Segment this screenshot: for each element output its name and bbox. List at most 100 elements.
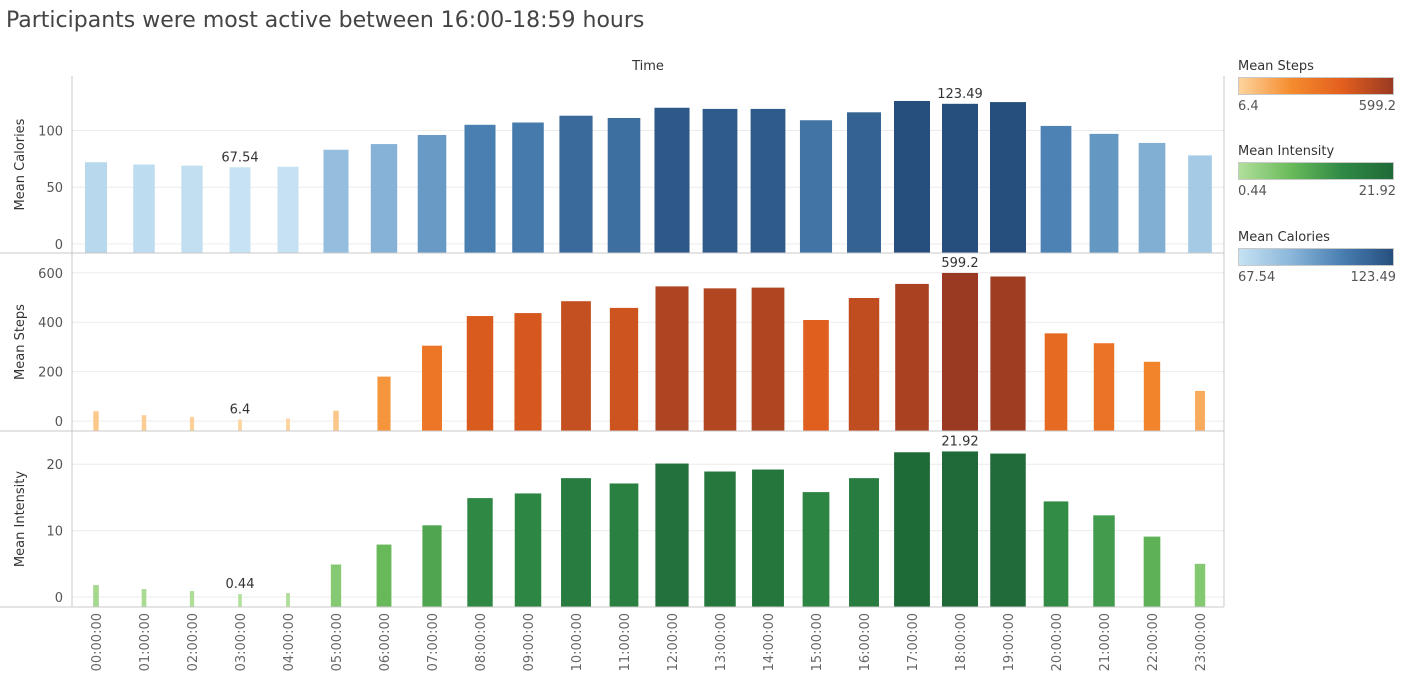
- bar: [466, 316, 494, 431]
- x-tick-label: 20:00:00: [1050, 613, 1065, 671]
- bar: [238, 594, 242, 607]
- x-tick-label: 16:00:00: [858, 613, 873, 671]
- bar: [703, 288, 737, 431]
- bar: [609, 307, 639, 431]
- bar: [286, 593, 290, 607]
- y-tick-label: 0: [55, 415, 63, 430]
- bar: [561, 478, 591, 607]
- legend-mean-steps: Mean Steps 6.4 599.2: [1238, 59, 1402, 114]
- bar: [1093, 343, 1115, 431]
- bar: [990, 276, 1026, 431]
- legend-title: Mean Steps: [1238, 59, 1314, 74]
- y-tick-label: 100: [38, 124, 63, 139]
- bar: [467, 498, 493, 607]
- bar: [330, 564, 342, 607]
- bar: [849, 478, 879, 607]
- bar: [942, 451, 978, 607]
- x-tick-label: 05:00:00: [330, 613, 345, 671]
- data-label: 67.54: [221, 150, 258, 165]
- bar: [1194, 563, 1206, 607]
- bar: [655, 463, 689, 607]
- bar: [1093, 515, 1115, 607]
- legend-max: 599.2: [1358, 99, 1396, 114]
- y-tick-label: 400: [38, 316, 63, 331]
- bar: [559, 115, 593, 253]
- bar: [277, 166, 299, 253]
- y-tick-label: 0: [55, 591, 63, 606]
- bar: [417, 135, 447, 253]
- bar: [561, 301, 591, 431]
- x-tick-label: 23:00:00: [1194, 613, 1209, 671]
- bar: [751, 287, 785, 431]
- y-tick-label: 200: [38, 366, 63, 381]
- bar: [84, 162, 108, 253]
- bar: [942, 103, 978, 254]
- legend-color-ramp: [1238, 248, 1394, 266]
- x-tick-label: 08:00:00: [474, 613, 489, 671]
- bar: [1044, 333, 1068, 431]
- x-tick-label: 07:00:00: [426, 613, 441, 671]
- x-tick-label: 15:00:00: [810, 613, 825, 671]
- bar: [1040, 125, 1072, 253]
- chart-title: Participants were most active between 16…: [6, 8, 645, 33]
- x-tick-label: 11:00:00: [618, 613, 633, 671]
- bar: [286, 418, 290, 431]
- legend-max: 21.92: [1358, 184, 1396, 199]
- data-label: 123.49: [937, 87, 983, 102]
- x-tick-label: 03:00:00: [234, 613, 249, 671]
- data-label: 0.44: [226, 577, 255, 592]
- bar: [847, 112, 881, 253]
- legend-min: 0.44: [1238, 184, 1267, 199]
- bar: [1188, 155, 1212, 253]
- bar: [1143, 536, 1161, 607]
- bar: [93, 411, 99, 431]
- bar: [942, 272, 978, 431]
- bar: [895, 283, 929, 431]
- bar: [702, 108, 738, 254]
- bar: [1089, 133, 1119, 253]
- x-tick-label: 14:00:00: [762, 613, 777, 671]
- legend-min: 6.4: [1238, 99, 1259, 114]
- x-tick-label: 09:00:00: [522, 613, 537, 671]
- legend-title: Mean Calories: [1238, 230, 1330, 245]
- bar: [607, 117, 641, 253]
- bar: [803, 319, 829, 431]
- bar: [189, 591, 195, 607]
- bar: [1195, 390, 1205, 431]
- x-tick-label: 13:00:00: [714, 613, 729, 671]
- legend-mean-calories: Mean Calories 67.54 123.49: [1238, 230, 1402, 285]
- bar: [133, 164, 155, 253]
- legend-max: 123.49: [1350, 270, 1397, 285]
- y-axis-title: Mean Intensity: [13, 471, 28, 567]
- x-tick-label: 12:00:00: [666, 613, 681, 671]
- x-tick-label: 17:00:00: [906, 613, 921, 671]
- bar: [514, 493, 542, 607]
- data-label: 599.2: [941, 256, 978, 271]
- bar: [422, 525, 442, 607]
- data-label: 21.92: [941, 434, 978, 449]
- bar: [141, 589, 147, 607]
- x-tick-label: 21:00:00: [1098, 613, 1113, 671]
- legend-title: Mean Intensity: [1238, 144, 1335, 159]
- bar: [323, 149, 349, 253]
- bar: [377, 376, 391, 431]
- bar: [370, 144, 398, 253]
- y-tick-label: 20: [46, 458, 63, 473]
- y-tick-label: 0: [55, 238, 63, 253]
- y-tick-label: 10: [46, 525, 63, 540]
- bar: [464, 124, 496, 254]
- y-tick-label: 50: [46, 181, 63, 196]
- bar: [1043, 501, 1069, 607]
- bar: [229, 167, 251, 253]
- bar: [514, 313, 542, 431]
- data-label: 6.4: [230, 403, 251, 418]
- x-tick-label: 02:00:00: [186, 613, 201, 671]
- bar: [802, 492, 830, 607]
- x-tick-label: 10:00:00: [570, 613, 585, 671]
- bar: [894, 452, 930, 607]
- bar: [799, 120, 833, 253]
- y-axis-title: Mean Steps: [13, 304, 28, 380]
- bar: [894, 100, 930, 253]
- bar: [422, 345, 442, 431]
- x-tick-label: 19:00:00: [1002, 613, 1017, 671]
